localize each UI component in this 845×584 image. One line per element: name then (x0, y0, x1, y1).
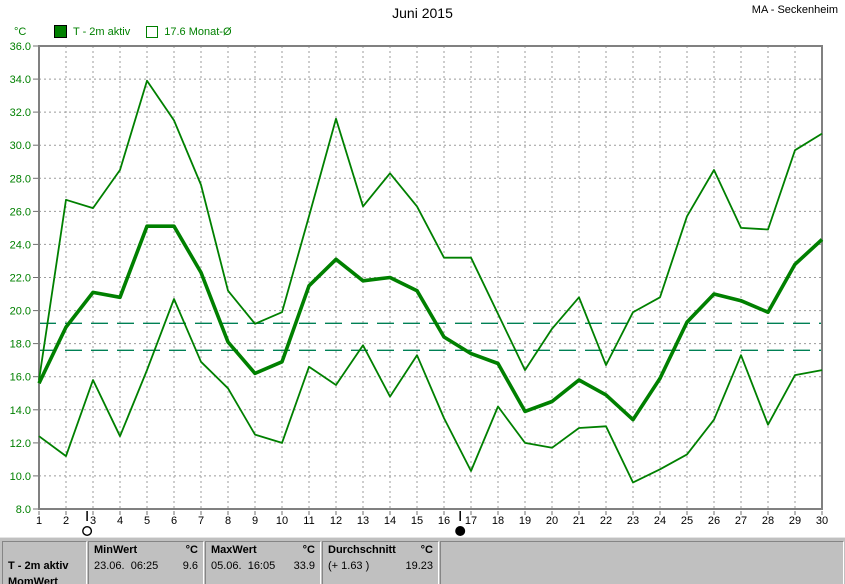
channel-name: T - 2m aktiv (8, 560, 69, 572)
average-value: 19.23 (405, 560, 433, 572)
svg-text:18.0: 18.0 (10, 339, 31, 351)
min-value: 9.6 (182, 560, 198, 572)
svg-text:16: 16 (438, 515, 450, 527)
statusbar-average-cell: Durchschnitt °C (+ 1.63 ) 19.23 (322, 541, 439, 584)
svg-text:34.0: 34.0 (10, 74, 31, 86)
svg-text:10.0: 10.0 (10, 471, 31, 483)
max-label: MaxWert (211, 544, 257, 556)
min-datetime: 23.06. 06:25 (94, 560, 159, 572)
svg-text:12: 12 (330, 515, 342, 527)
svg-text:5: 5 (144, 515, 150, 527)
svg-text:11: 11 (303, 515, 314, 527)
mean-line (37, 224, 824, 422)
legend-monthly-average-label: 17.6 Monat-Ø (164, 25, 232, 38)
svg-text:22: 22 (600, 515, 612, 527)
statusbar-channel-cell: T - 2m aktiv MomWert (2, 541, 87, 584)
svg-text:14.0: 14.0 (10, 405, 31, 417)
average-label: Durchschnitt (328, 544, 396, 556)
plot-frame (38, 45, 823, 510)
svg-text:36.0: 36.0 (10, 41, 31, 53)
min-unit: °C (185, 544, 198, 556)
page-title: Juni 2015 (392, 5, 453, 21)
svg-text:3: 3 (90, 515, 96, 527)
svg-text:1: 1 (36, 515, 42, 527)
average-unit: °C (420, 544, 433, 556)
svg-text:26: 26 (708, 515, 720, 527)
statusbar-max-cell: MaxWert °C 05.06. 16:05 33.9 (205, 541, 321, 584)
y-axis-unit-label: °C (14, 26, 27, 38)
svg-text:27: 27 (735, 515, 747, 527)
moon-phase-markers (82, 511, 466, 537)
full-moon-icon (82, 526, 93, 537)
svg-text:21: 21 (573, 515, 585, 527)
average-anomaly: (+ 1.63 ) (328, 560, 370, 572)
svg-text:23: 23 (627, 515, 639, 527)
x-axis: 1 2 3 4 5 6 7 8 9 10 11 12 13 14 15 16 17 18 19 20 21 22 23 24 2… (36, 511, 828, 527)
max-datetime: 05.06. 16:05 (211, 560, 276, 572)
svg-text:25: 25 (681, 515, 693, 527)
svg-text:7: 7 (198, 515, 204, 527)
svg-text:28.0: 28.0 (10, 173, 31, 185)
status-bar: T - 2m aktiv MomWert MinWert °C 23.06. 0… (0, 537, 845, 584)
svg-text:13: 13 (357, 515, 369, 527)
monthly-average-swatch-icon (146, 25, 159, 38)
svg-text:28: 28 (762, 515, 774, 527)
y-axis: 8.0 10.0 12.0 14.0 16.0 18.0 20.0 22.0 24.0 26.0 2… (10, 41, 38, 516)
svg-text:26.0: 26.0 (10, 206, 31, 218)
max-value: 33.9 (293, 560, 315, 572)
svg-text:32.0: 32.0 (10, 107, 31, 119)
min-line (38, 298, 823, 484)
max-unit: °C (302, 544, 315, 556)
svg-text:19: 19 (519, 515, 531, 527)
series-lines (37, 79, 824, 484)
svg-text:10: 10 (276, 515, 288, 527)
svg-text:15: 15 (411, 515, 423, 527)
legend-series-label: T - 2m aktiv (73, 25, 131, 38)
series-swatch-icon (54, 25, 67, 38)
svg-text:9: 9 (252, 515, 258, 527)
max-line (38, 79, 823, 381)
svg-text:8: 8 (225, 515, 231, 527)
statusbar-empty-cell (440, 541, 844, 584)
chart-legend: T - 2m aktiv 17.6 Monat-Ø (54, 25, 232, 38)
svg-text:24.0: 24.0 (10, 239, 31, 251)
svg-text:30: 30 (816, 515, 828, 527)
svg-text:4: 4 (117, 515, 123, 527)
statusbar-min-cell: MinWert °C 23.06. 06:25 9.6 (88, 541, 204, 584)
svg-text:16.0: 16.0 (10, 372, 31, 384)
temperature-chart[interactable]: 8.0 10.0 12.0 14.0 16.0 18.0 20.0 22.0 24.0 26.0 2… (0, 0, 845, 540)
svg-text:24: 24 (654, 515, 666, 527)
svg-text:18: 18 (492, 515, 504, 527)
reference-lines (39, 322, 822, 351)
svg-text:30.0: 30.0 (10, 140, 31, 152)
svg-text:20.0: 20.0 (10, 306, 31, 318)
channel-mode-label: MomWert (8, 576, 58, 584)
svg-text:12.0: 12.0 (10, 438, 31, 450)
svg-text:6: 6 (171, 515, 177, 527)
station-label: MA - Seckenheim (751, 4, 838, 16)
svg-text:22.0: 22.0 (10, 273, 31, 285)
svg-text:17: 17 (465, 515, 477, 527)
svg-text:29: 29 (789, 515, 801, 527)
new-moon-icon (455, 526, 466, 536)
svg-text:8.0: 8.0 (16, 504, 31, 516)
svg-text:2: 2 (63, 515, 69, 527)
svg-text:20: 20 (546, 515, 558, 527)
min-label: MinWert (94, 544, 138, 556)
gridlines (39, 46, 822, 509)
svg-text:14: 14 (384, 515, 396, 527)
